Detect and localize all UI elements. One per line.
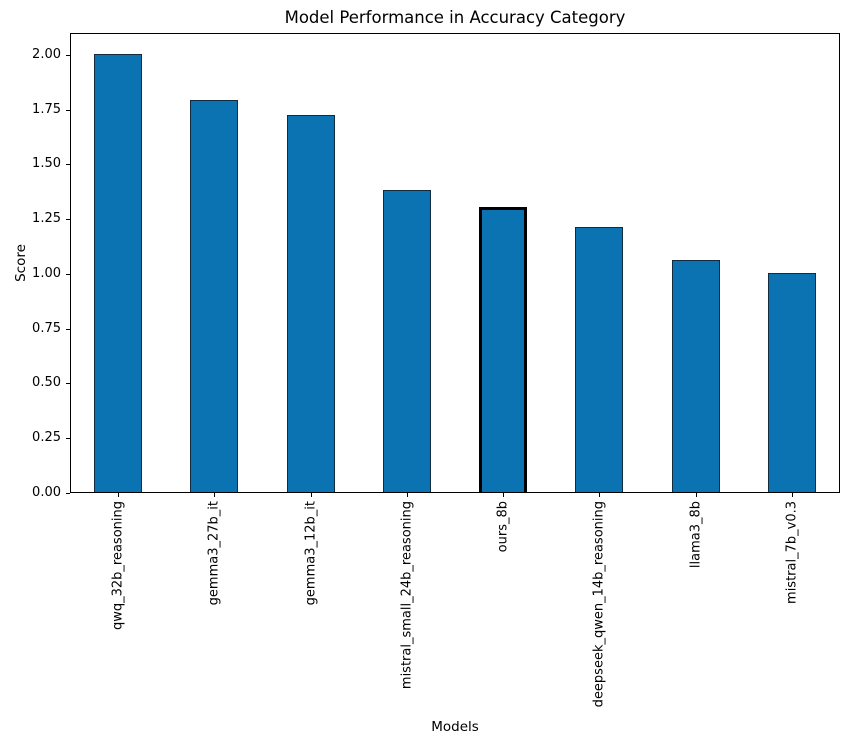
x-tick-label-llama3_8b: llama3_8b — [688, 501, 704, 569]
y-tick-label-1.50: 1.50 — [32, 156, 61, 171]
x-tick-mark — [118, 493, 119, 497]
y-tick-label-0.25: 0.25 — [32, 430, 61, 445]
y-tick-mark — [66, 493, 70, 494]
x-tick-mark — [311, 493, 312, 497]
chart-title: Model Performance in Accuracy Category — [284, 8, 626, 27]
x-tick-mark — [696, 493, 697, 497]
x-tick-mark — [214, 493, 215, 497]
bar-deepseek_qwen_14b_reasoning — [575, 227, 623, 492]
x-tick-mark — [503, 493, 504, 497]
y-tick-label-0.50: 0.50 — [32, 375, 61, 390]
x-tick-label-gemma3_27b_it: gemma3_27b_it — [206, 501, 222, 606]
x-tick-label-mistral_small_24b_reasoning: mistral_small_24b_reasoning — [399, 501, 415, 690]
y-tick-label-0.00: 0.00 — [32, 485, 61, 500]
y-tick-mark — [66, 55, 70, 56]
x-axis-label: Models — [431, 719, 479, 735]
bar-ours_8b — [479, 207, 527, 492]
y-tick-mark — [66, 110, 70, 111]
y-tick-label-0.75: 0.75 — [32, 321, 61, 336]
y-tick-mark — [66, 438, 70, 439]
y-tick-label-1.25: 1.25 — [32, 211, 61, 226]
x-tick-label-ours_8b: ours_8b — [495, 501, 511, 553]
y-tick-label-2.00: 2.00 — [32, 47, 61, 62]
y-tick-label-1.75: 1.75 — [32, 102, 61, 117]
x-tick-label-mistral_7b_v0.3: mistral_7b_v0.3 — [784, 501, 800, 604]
plot-area — [70, 33, 840, 493]
y-tick-mark — [66, 329, 70, 330]
bar-llama3_8b — [672, 260, 720, 492]
x-tick-mark — [599, 493, 600, 497]
x-tick-label-gemma3_12b_it: gemma3_12b_it — [303, 501, 319, 606]
y-tick-mark — [66, 219, 70, 220]
y-tick-mark — [66, 164, 70, 165]
x-tick-label-qwq_32b_reasoning: qwq_32b_reasoning — [110, 501, 126, 631]
bar-gemma3_12b_it — [287, 115, 335, 492]
bar-mistral_small_24b_reasoning — [383, 190, 431, 492]
bar-gemma3_27b_it — [190, 100, 238, 492]
y-tick-mark — [66, 383, 70, 384]
x-tick-mark — [407, 493, 408, 497]
bar-qwq_32b_reasoning — [94, 54, 142, 492]
y-tick-mark — [66, 274, 70, 275]
y-tick-label-1.00: 1.00 — [32, 266, 61, 281]
bar-mistral_7b_v0.3 — [768, 273, 816, 492]
x-tick-label-deepseek_qwen_14b_reasoning: deepseek_qwen_14b_reasoning — [591, 501, 607, 708]
x-tick-mark — [792, 493, 793, 497]
